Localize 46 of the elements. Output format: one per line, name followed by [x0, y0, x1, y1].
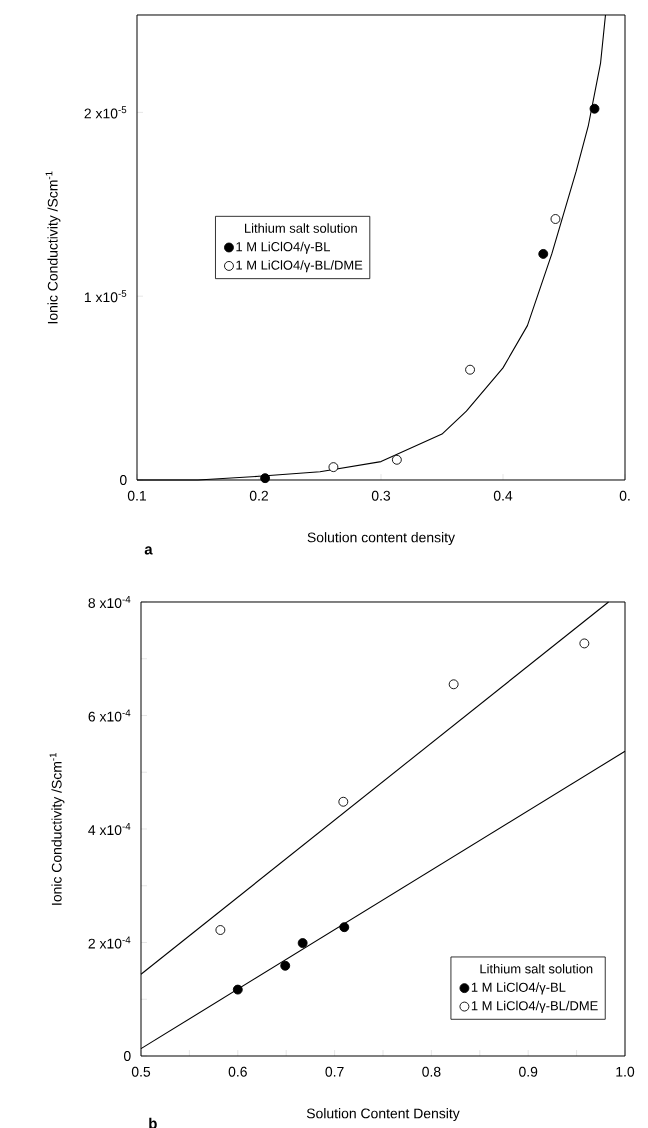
legend-label: 1 M LiClO4/γ-BL [236, 241, 331, 254]
y-tick-label: 1 x10$^{-5}$ [84, 290, 127, 303]
point [280, 960, 291, 971]
y-tick-label: 2 x10$^{-5}$ [84, 106, 127, 119]
y-axis-title: Ionic Conductivity /Scm$^{-1}$ [45, 171, 61, 324]
y-tick-label: 6 x10$^{-4}$ [88, 709, 131, 722]
legend-title: Lithium salt solution [245, 223, 357, 233]
x-tick-label: 0.6 [228, 1066, 247, 1077]
legend-title: Lithium salt solution [480, 963, 593, 974]
y-tick-label: 0 [119, 475, 127, 485]
point [465, 364, 475, 375]
x-tick-label: 0.3 [371, 490, 391, 501]
y-tick-label: 2 x10$^{-4}$ [88, 936, 131, 949]
point [391, 454, 402, 465]
x-tick-label: 0.2 [249, 490, 268, 501]
legend-label: 1 M LiClO4/γ-BL [471, 982, 566, 995]
point [215, 925, 226, 935]
text: b [149, 1117, 157, 1128]
y-axis-title: Ionic Conductivity /Scm$^{-1}$ [49, 752, 65, 905]
point [339, 922, 350, 933]
point [338, 796, 349, 807]
point [297, 938, 308, 948]
point [589, 103, 600, 114]
text: a [144, 546, 153, 555]
legend-label: 1 M LiClO4/γ-BL/DME [471, 1000, 598, 1013]
y-tick-label: 4 x10$^{-4}$ [88, 822, 131, 836]
x-axis-title: Solution Content Density [306, 1108, 460, 1122]
legend-label: 1 M LiClO4/γ-BL/DME [236, 260, 363, 273]
point [260, 473, 271, 484]
x-tick-label: 0.5 [131, 1066, 151, 1077]
point [448, 679, 459, 690]
x-axis-title: Solution content density [307, 532, 455, 546]
x-tick-label: 0.9 [519, 1066, 538, 1077]
x-tick-label: 0.7 [325, 1066, 344, 1077]
x-tick-label: 1.0 [616, 1066, 635, 1077]
x-tick-label: 0.1 [127, 490, 147, 501]
x-tick-label: 0.4 [493, 490, 513, 501]
y-tick-label: 8 x10$^{-4}$ [88, 595, 131, 609]
point [579, 638, 590, 649]
point [328, 462, 339, 473]
x-tick-label: 0. [619, 490, 630, 501]
point [538, 248, 549, 259]
point [550, 214, 561, 224]
point [232, 984, 243, 995]
y-tick-label: 0 [123, 1051, 131, 1061]
x-tick-label: 0.8 [422, 1066, 441, 1077]
